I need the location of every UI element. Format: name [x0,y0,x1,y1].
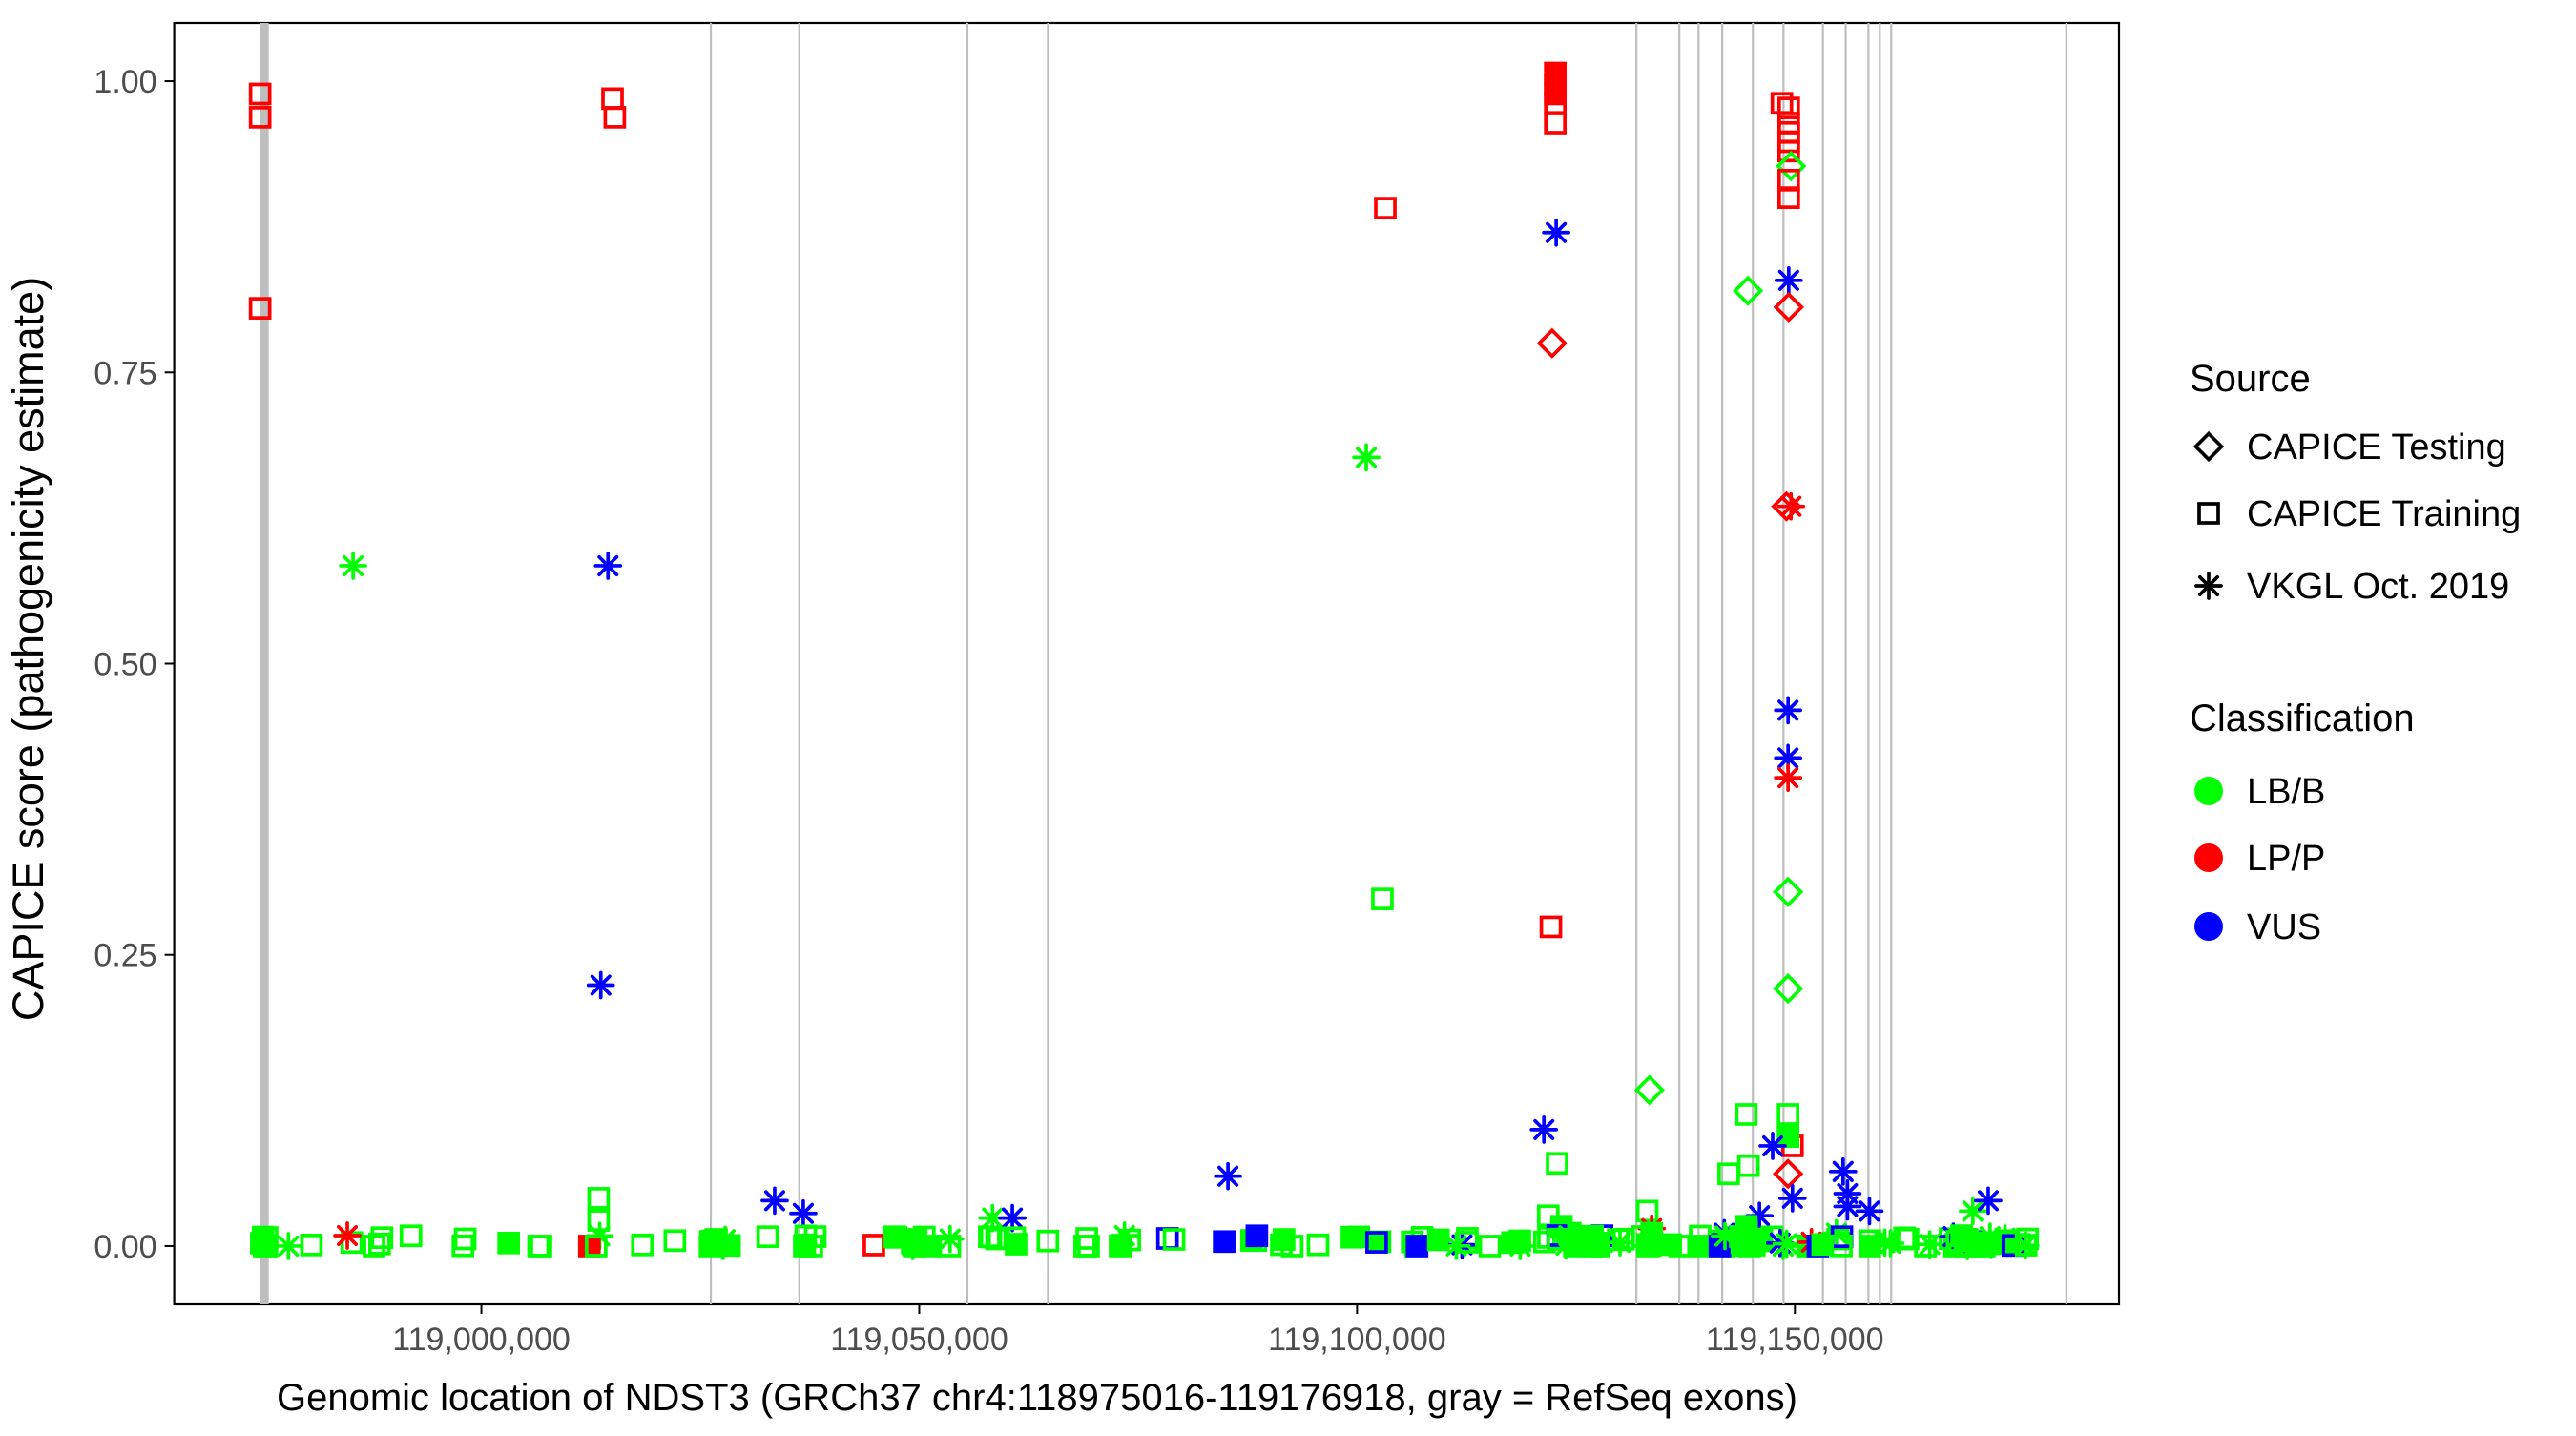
svg-text:119,150,000: 119,150,000 [1706,1322,1884,1358]
svg-text:119,050,000: 119,050,000 [830,1322,1008,1358]
svg-text:1.00: 1.00 [93,64,156,100]
svg-text:VKGL Oct. 2019: VKGL Oct. 2019 [2247,567,2509,607]
svg-text:0.50: 0.50 [93,647,156,683]
svg-text:CAPICE score (pathogenicity es: CAPICE score (pathogenicity estimate) [4,277,52,1021]
svg-text:119,000,000: 119,000,000 [392,1322,571,1358]
svg-text:119,100,000: 119,100,000 [1268,1322,1446,1358]
svg-text:LB/B: LB/B [2247,772,2325,812]
svg-text:Genomic location of NDST3 (GRC: Genomic location of NDST3 (GRCh37 chr4:1… [277,1377,1797,1419]
svg-text:0.25: 0.25 [93,938,156,974]
svg-text:0.75: 0.75 [93,355,156,391]
svg-text:0.00: 0.00 [93,1229,156,1265]
svg-text:CAPICE Testing: CAPICE Testing [2247,427,2506,468]
svg-text:LP/P: LP/P [2247,839,2325,879]
svg-text:Source: Source [2190,358,2311,400]
svg-text:Classification: Classification [2190,697,2415,739]
svg-text:VUS: VUS [2247,907,2321,947]
svg-text:CAPICE Training: CAPICE Training [2247,494,2521,534]
